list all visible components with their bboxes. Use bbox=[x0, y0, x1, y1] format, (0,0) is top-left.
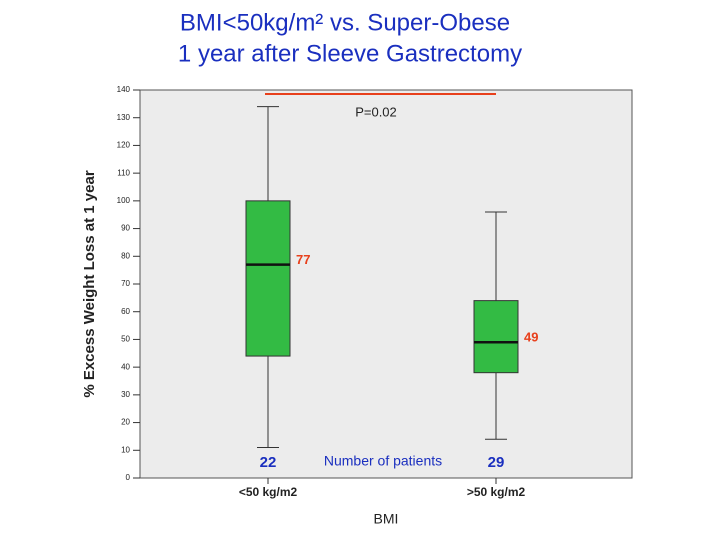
y-tick-label: 130 bbox=[117, 113, 131, 122]
n-caption: Number of patients bbox=[324, 453, 442, 469]
y-tick-label: 30 bbox=[121, 390, 130, 399]
median-label: 77 bbox=[296, 252, 310, 267]
y-tick-label: 10 bbox=[121, 445, 130, 454]
y-tick-label: 20 bbox=[121, 418, 130, 427]
y-tick-label: 0 bbox=[126, 473, 131, 482]
plot-area bbox=[139, 89, 633, 479]
n-label: 29 bbox=[488, 454, 505, 471]
y-tick-label: 60 bbox=[121, 307, 130, 316]
box bbox=[245, 200, 291, 357]
y-tick-label: 90 bbox=[121, 224, 130, 233]
x-axis-label: BMI bbox=[374, 511, 399, 527]
y-tick-label: 140 bbox=[117, 85, 131, 94]
median-label: 49 bbox=[524, 330, 538, 345]
y-tick-label: 100 bbox=[117, 196, 131, 205]
x-tick-label: >50 kg/m2 bbox=[467, 485, 526, 499]
y-axis-label: % Excess Weight Loss at 1 year bbox=[81, 170, 98, 397]
y-tick-label: 120 bbox=[117, 141, 131, 150]
y-tick-label: 80 bbox=[121, 251, 130, 260]
y-tick-label: 70 bbox=[121, 279, 130, 288]
box bbox=[473, 300, 519, 374]
chart-title: BMI<50kg/m² vs. Super-Obese bbox=[180, 9, 510, 36]
n-label: 22 bbox=[260, 454, 277, 471]
y-tick-label: 40 bbox=[121, 362, 130, 371]
y-tick-label: 110 bbox=[117, 168, 130, 177]
annotation: P=0.02 bbox=[355, 104, 397, 119]
chart-subtitle: 1 year after Sleeve Gastrectomy bbox=[178, 40, 522, 67]
y-tick-label: 50 bbox=[121, 335, 130, 344]
x-tick-label: <50 kg/m2 bbox=[239, 485, 298, 499]
